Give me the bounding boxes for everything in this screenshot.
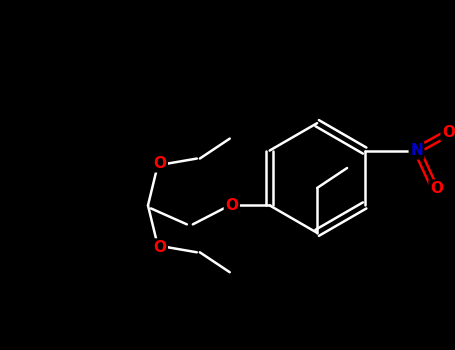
Text: O: O: [153, 240, 167, 255]
Text: O: O: [153, 156, 167, 171]
Text: O: O: [225, 198, 238, 213]
Text: O: O: [442, 125, 455, 140]
Text: O: O: [430, 181, 443, 196]
Text: N: N: [410, 143, 423, 158]
